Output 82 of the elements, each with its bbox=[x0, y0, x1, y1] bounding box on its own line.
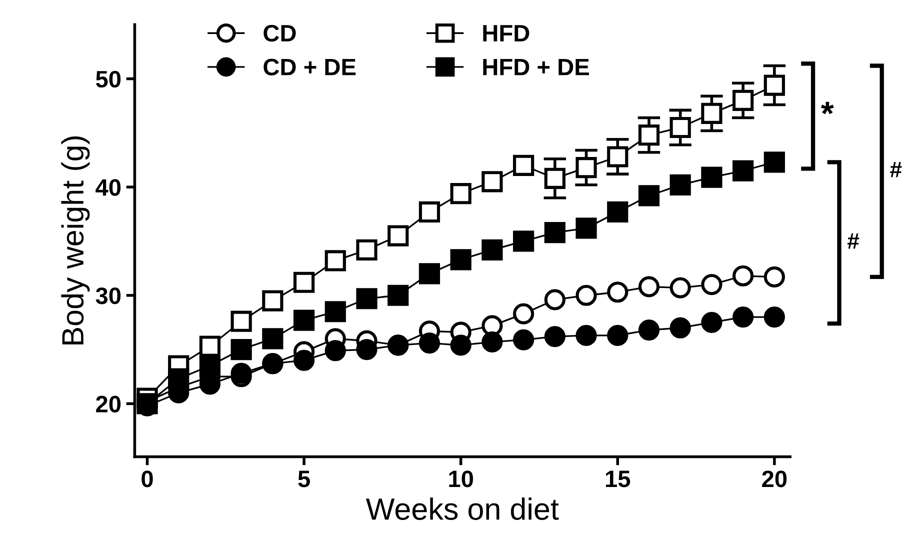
point bbox=[199, 355, 221, 376]
point bbox=[764, 74, 785, 96]
legend-label: HFD bbox=[483, 25, 530, 42]
point bbox=[262, 290, 284, 312]
point bbox=[512, 303, 534, 324]
point bbox=[230, 310, 252, 332]
point bbox=[388, 225, 409, 246]
y-tick-label: 30 bbox=[96, 287, 121, 304]
point bbox=[356, 288, 378, 310]
point bbox=[607, 324, 628, 346]
point bbox=[293, 350, 315, 371]
x-tick-label: 20 bbox=[762, 470, 787, 488]
point bbox=[670, 277, 691, 298]
point bbox=[450, 249, 472, 270]
point bbox=[607, 282, 628, 303]
x-tick-label: 0 bbox=[142, 470, 153, 488]
legend-label: HFD + DE bbox=[483, 58, 589, 76]
point bbox=[262, 328, 284, 350]
point bbox=[230, 338, 252, 360]
y-tick-label: 20 bbox=[96, 396, 121, 412]
point bbox=[356, 338, 378, 360]
legend-label: CD bbox=[264, 24, 296, 42]
point bbox=[199, 336, 221, 357]
point bbox=[607, 146, 628, 168]
point bbox=[168, 368, 190, 390]
text: # bbox=[847, 233, 860, 249]
point bbox=[388, 284, 409, 306]
x-tick-label: 10 bbox=[449, 470, 473, 488]
point bbox=[418, 201, 440, 223]
point bbox=[544, 289, 566, 310]
point bbox=[293, 310, 315, 331]
point bbox=[293, 272, 315, 293]
y-tick-label: 50 bbox=[96, 70, 121, 88]
point bbox=[732, 90, 754, 111]
point bbox=[544, 168, 566, 189]
point bbox=[544, 222, 566, 244]
point bbox=[230, 362, 252, 384]
point bbox=[701, 274, 722, 296]
point bbox=[701, 312, 722, 334]
point bbox=[512, 329, 534, 350]
point bbox=[607, 201, 628, 223]
point bbox=[482, 331, 503, 352]
point bbox=[482, 171, 503, 192]
point bbox=[324, 250, 346, 272]
point bbox=[638, 185, 660, 206]
point bbox=[670, 317, 691, 338]
y-axis-title: Body weight (g) bbox=[61, 136, 90, 344]
point bbox=[512, 154, 534, 176]
x-tick-label: 5 bbox=[298, 470, 310, 488]
point bbox=[638, 124, 660, 146]
point bbox=[576, 157, 597, 178]
point bbox=[576, 284, 597, 306]
point bbox=[638, 276, 660, 298]
point bbox=[512, 230, 534, 252]
point bbox=[764, 306, 785, 328]
point bbox=[418, 332, 440, 354]
point bbox=[576, 324, 597, 346]
point bbox=[356, 239, 378, 260]
point bbox=[701, 102, 722, 124]
point bbox=[670, 174, 691, 196]
point bbox=[324, 340, 346, 362]
point bbox=[576, 218, 597, 239]
point bbox=[418, 263, 440, 284]
y-tick-label: 40 bbox=[96, 179, 121, 196]
legend-label: CD + DE bbox=[264, 58, 356, 76]
x-tick-label: 15 bbox=[606, 470, 630, 488]
text: * bbox=[821, 102, 834, 114]
point bbox=[450, 334, 472, 356]
point bbox=[544, 326, 566, 348]
x-axis-title: Weeks on diet bbox=[366, 498, 559, 520]
point bbox=[324, 301, 346, 322]
point bbox=[482, 239, 503, 260]
point bbox=[638, 319, 660, 341]
text: # bbox=[890, 162, 902, 178]
point bbox=[450, 183, 472, 204]
point bbox=[732, 265, 754, 286]
point bbox=[764, 152, 785, 173]
point bbox=[732, 160, 754, 182]
point bbox=[732, 306, 754, 328]
point bbox=[701, 166, 722, 188]
point bbox=[764, 266, 785, 288]
point bbox=[670, 116, 691, 138]
